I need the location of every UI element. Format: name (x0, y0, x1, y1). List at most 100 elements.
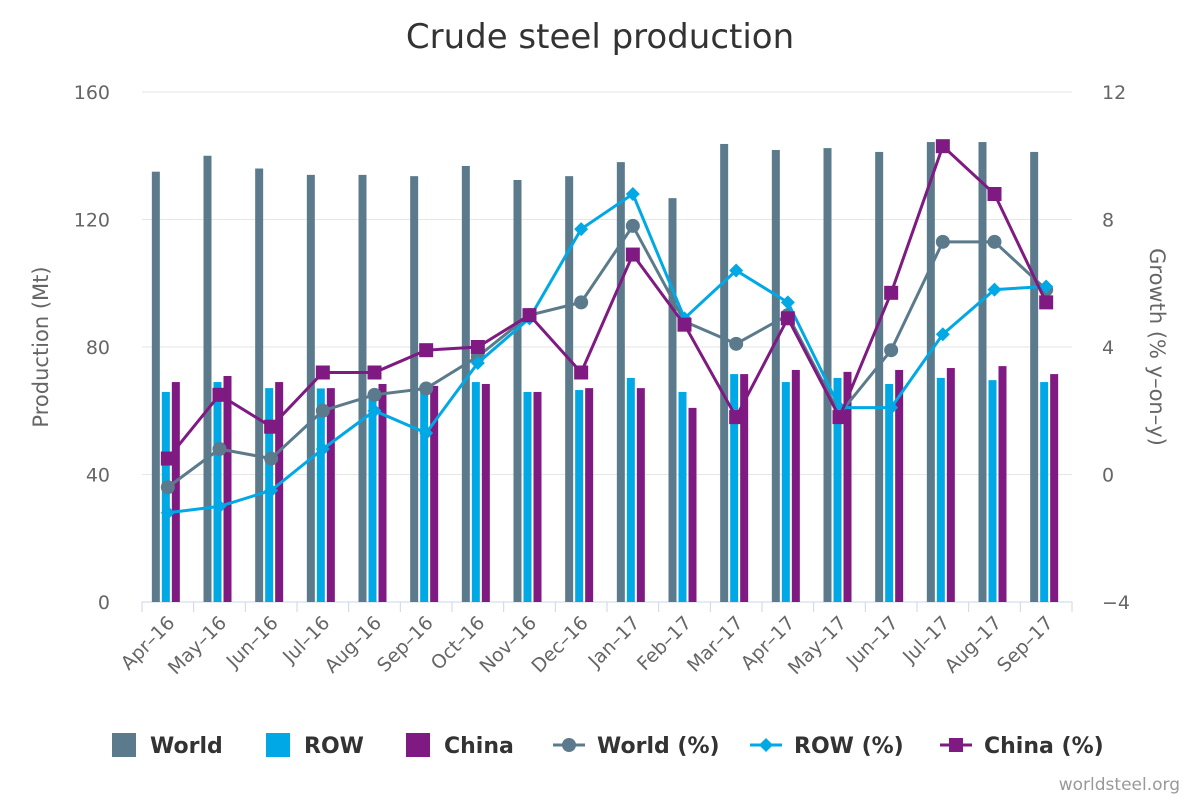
y-left-tick-label: 120 (74, 210, 110, 232)
marker-row (419, 426, 434, 441)
y-right-tick-label: 12 (1102, 82, 1126, 104)
legend-swatch (266, 733, 290, 757)
legend-swatch (112, 733, 136, 757)
bar-world (565, 176, 574, 602)
bar-china (791, 369, 800, 602)
marker-row (160, 505, 175, 520)
marker-row (264, 483, 279, 498)
legend-item[interactable]: World (112, 733, 223, 759)
y-right-tick-label: 8 (1102, 210, 1114, 232)
y-right-axis-title: Growth (% y–on–y) (1145, 248, 1169, 446)
marker-row (780, 295, 795, 310)
bar-china (275, 382, 284, 602)
marker-row (574, 222, 589, 237)
bar-world (513, 179, 522, 602)
bar-china (171, 382, 180, 602)
chart-title: Crude steel production (406, 17, 794, 57)
y-right-tick-label: 4 (1102, 337, 1114, 359)
bar-row (833, 377, 842, 602)
marker-row (470, 355, 485, 370)
legend-item[interactable]: ROW (266, 733, 364, 759)
bar-world (668, 198, 677, 603)
marker-world (367, 387, 382, 402)
legend-label: China (%) (984, 734, 1104, 759)
marker-row (315, 442, 330, 456)
marker-china (212, 387, 227, 402)
bar-china (430, 385, 439, 602)
bar-row (523, 391, 532, 602)
marker-china (935, 139, 950, 154)
bar-row (988, 380, 997, 602)
x-tick-label: Nov–16 (475, 612, 541, 678)
bar-row (316, 388, 325, 602)
bar-world (875, 151, 884, 603)
x-tick-label: May–17 (784, 612, 851, 679)
legend-marker (949, 738, 963, 752)
marker-china (987, 187, 1002, 201)
marker-world (884, 343, 899, 358)
line-row (167, 191, 1047, 515)
bar-world (978, 142, 987, 602)
marker-row (367, 403, 382, 418)
x-tick-label: Jan–17 (584, 612, 645, 673)
bar-china (378, 383, 387, 602)
marker-row (729, 263, 744, 278)
legend-label: China (444, 734, 514, 759)
marker-world (987, 234, 1002, 249)
credit[interactable]: worldsteel.org (1059, 775, 1180, 795)
legend-item[interactable]: China (406, 733, 514, 759)
x-tick-label: May–16 (164, 612, 231, 679)
legend-item[interactable]: ROW (%) (750, 734, 904, 759)
bar-row (420, 391, 429, 602)
x-tick-label: Aug–17 (940, 612, 1006, 678)
bar-row (213, 382, 222, 602)
marker-china (470, 340, 485, 354)
marker-china (832, 410, 847, 425)
marker-china (677, 317, 692, 332)
marker-world (264, 451, 279, 466)
marker-china (884, 285, 899, 300)
bar-world (306, 174, 315, 602)
y-left-tick-label: 80 (86, 337, 110, 359)
bar-world (203, 155, 212, 602)
legend-item[interactable]: China (%) (940, 734, 1104, 759)
bar-row (1040, 382, 1049, 602)
marker-china (264, 419, 279, 434)
bar-world (926, 142, 935, 602)
marker-world (625, 218, 640, 233)
marker-row (935, 327, 950, 342)
legend-item[interactable]: World (%) (553, 734, 720, 759)
bar-world (151, 171, 160, 602)
bar-row (368, 391, 377, 602)
marker-china (160, 451, 175, 466)
bar-china (585, 388, 594, 602)
marker-world (574, 295, 589, 310)
line-china (166, 143, 1048, 460)
bar-row (575, 390, 584, 602)
marker-china (780, 311, 795, 326)
y-left-tick-label: 0 (98, 592, 110, 614)
bar-china (481, 383, 490, 602)
bar-china (895, 369, 904, 602)
x-tick-label: Jun–17 (842, 612, 903, 673)
legend-marker (562, 738, 576, 752)
bar-china (636, 388, 645, 602)
marker-world (212, 442, 227, 456)
marker-row (987, 282, 1002, 297)
marker-world (315, 403, 330, 418)
bar-world (461, 165, 470, 602)
x-tick-label: Dec–16 (527, 612, 592, 677)
marker-row (884, 400, 899, 415)
legend-label: World (%) (597, 734, 720, 759)
y-right-tick-label: 0 (1102, 465, 1114, 487)
x-tick-label: Mar–17 (683, 612, 748, 677)
marker-world (160, 480, 175, 495)
marker-world (935, 234, 950, 249)
bar-china (843, 371, 852, 602)
marker-china (367, 365, 382, 380)
marker-china (315, 365, 330, 380)
x-tick-label: Sep–17 (993, 612, 1058, 677)
marker-china (1039, 295, 1054, 310)
marker-world (419, 381, 434, 396)
